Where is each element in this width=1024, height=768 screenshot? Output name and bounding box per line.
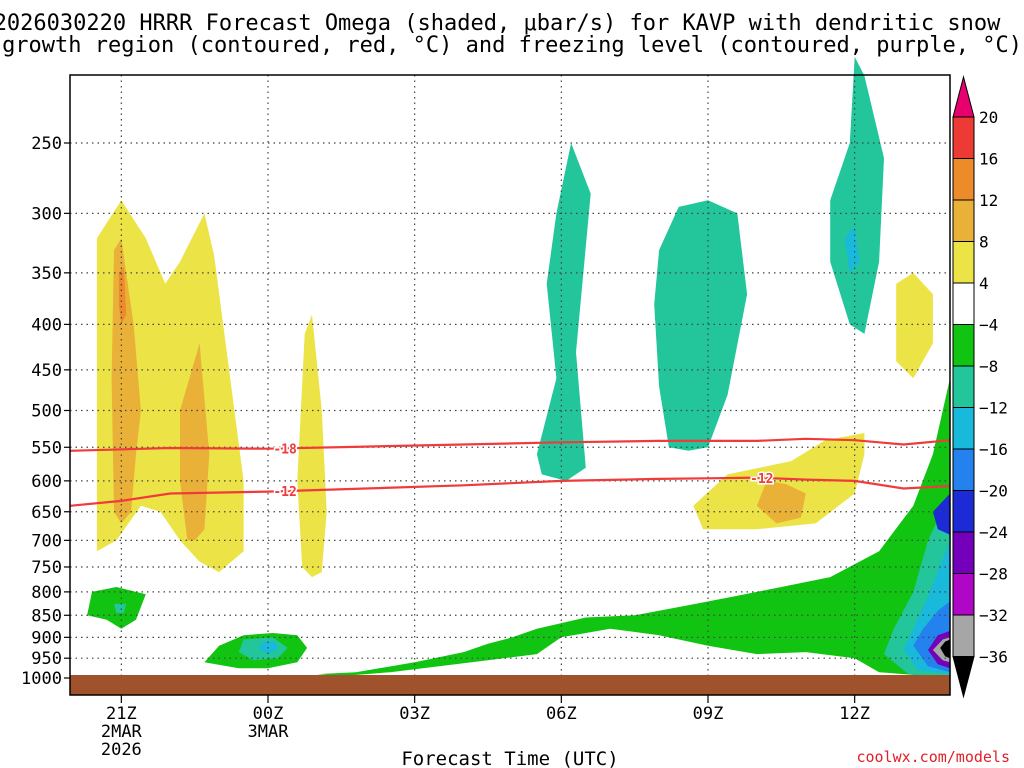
chart-title-line1: 2026030220 HRRR Forecast Omega (shaded, …: [0, 11, 1001, 36]
gridlines: [70, 75, 950, 675]
omega-region-21: [536, 143, 591, 481]
ytick-label-800: 800: [31, 583, 62, 603]
ytick-label-950: 950: [31, 649, 62, 669]
omega-region-13: [316, 378, 950, 678]
omega-region-17: [932, 493, 950, 535]
omega-region-4: [297, 314, 327, 578]
xtick-label-06Z: 06Z: [546, 704, 577, 724]
ytick-label-850: 850: [31, 606, 62, 626]
ytick-label-1000: 1000: [21, 669, 62, 689]
ytick-label-350: 350: [31, 264, 62, 284]
plot-area: -18 -12 -12: [69, 56, 951, 696]
ytick-label-500: 500: [31, 402, 62, 422]
xtick-label-21Z: 21Z: [106, 704, 137, 724]
colorbar: 20 16 12 8 4 −4 −8 −12 −16 −20 −24 −28 −32 −36: [952, 75, 1008, 699]
colorbar-label-1: 16: [979, 150, 998, 169]
omega-region-1: [111, 238, 141, 524]
omega-region-5: [693, 433, 865, 530]
colorbar-label-9: −20: [979, 482, 1008, 501]
credit-text[interactable]: coolwx.com/models: [856, 748, 1010, 766]
omega-region-7: [896, 272, 933, 379]
pressure-axis: 2503003504004505005506006507007508008509…: [21, 134, 70, 689]
ytick-label-250: 250: [31, 134, 62, 154]
omega-region-3: [118, 267, 127, 325]
isotherm--18: [69, 437, 951, 452]
colorbar-segment-12: [952, 573, 975, 616]
xtick-label-00Z: 00Z: [253, 704, 284, 724]
colorbar-label-5: −4: [979, 316, 998, 335]
ytick-label-550: 550: [31, 438, 62, 458]
xtick-date-00Z: 3MAR: [248, 722, 290, 742]
colorbar-segment-7: [952, 365, 975, 408]
xtick-date-21Z: 2MAR: [101, 722, 143, 742]
colorbar-label-8: −16: [979, 440, 1008, 459]
colorbar-segment-8: [952, 407, 975, 450]
colorbar-label-6: −8: [979, 357, 998, 376]
ytick-label-750: 750: [31, 558, 62, 578]
colorbar-label-13: −36: [979, 648, 1008, 667]
colorbar-top-arrow: [952, 75, 975, 118]
colorbar-segment-10: [952, 490, 975, 533]
omega-region-23: [830, 56, 884, 334]
xtick-label-09Z: 09Z: [693, 704, 724, 724]
colorbar-label-4: 4: [979, 274, 989, 293]
ytick-label-400: 400: [31, 315, 62, 335]
omega-region-2: [180, 343, 210, 541]
ytick-label-900: 900: [31, 628, 62, 648]
colorbar-label-12: −32: [979, 606, 1008, 625]
isotherm-label--18-0: -18: [273, 442, 297, 457]
omega-region-20: [940, 639, 950, 659]
colorbar-label-3: 8: [979, 233, 989, 252]
ground-surface: [70, 675, 950, 695]
ytick-label-450: 450: [31, 361, 62, 381]
isotherm-label--12-1: -12: [750, 472, 773, 487]
ytick-label-300: 300: [31, 204, 62, 224]
isotherm-label--12-0: -12: [273, 485, 296, 500]
colorbar-label-2: 12: [979, 191, 998, 210]
plot-frame: [69, 74, 951, 696]
colorbar-label-7: −12: [979, 399, 1008, 418]
ytick-label-650: 650: [31, 503, 62, 523]
omega-region-6: [756, 480, 806, 524]
xtick-label-03Z: 03Z: [399, 704, 430, 724]
isotherm--12: [69, 476, 951, 507]
x-axis-label: Forecast Time (UTC): [401, 748, 618, 768]
ytick-label-600: 600: [31, 472, 62, 492]
colorbar-segment-9: [952, 448, 975, 491]
colorbar-label-11: −28: [979, 565, 1008, 584]
omega-region-24: [844, 226, 860, 273]
colorbar-bottom-arrow: [952, 656, 975, 699]
colorbar-segment-4: [952, 241, 975, 284]
chart-title-line2: growth region (contoured, red, °C) and f…: [2, 33, 1022, 58]
colorbar-segment-1: [952, 116, 975, 159]
colorbar-label-10: −24: [979, 523, 1008, 542]
omega-region-22: [654, 200, 748, 451]
colorbar-segment-11: [952, 531, 975, 574]
colorbar-segment-3: [952, 199, 975, 242]
omega-shading: [87, 56, 950, 678]
xtick-label-12Z: 12Z: [839, 704, 870, 724]
xtick-year-21Z: 2026: [101, 740, 142, 760]
ytick-label-700: 700: [31, 531, 62, 551]
omega-region-9: [114, 603, 127, 613]
colorbar-segment-13: [952, 614, 975, 657]
colorbar-segment-6: [952, 324, 975, 367]
colorbar-label-0: 20: [979, 108, 998, 127]
colorbar-segment-2: [952, 158, 975, 201]
colorbar-segment-5: [952, 282, 975, 325]
